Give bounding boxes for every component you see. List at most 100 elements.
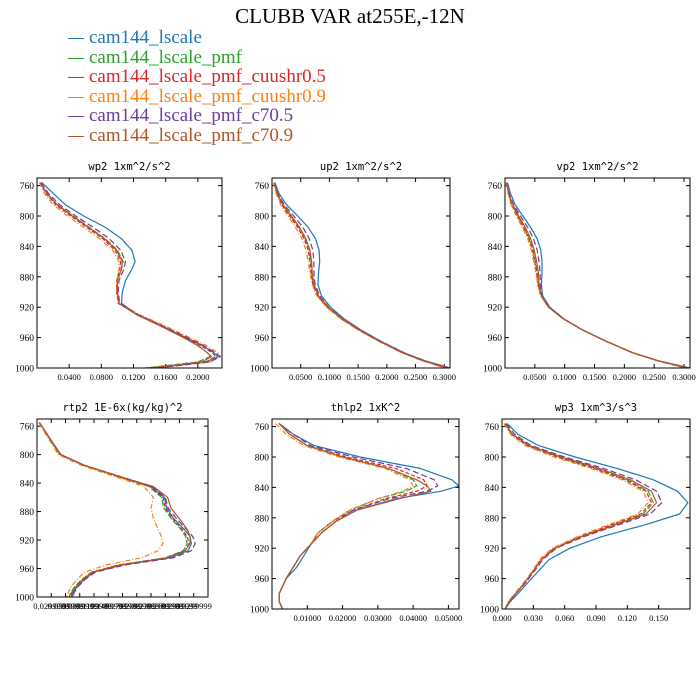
legend-item: cam144_lscale_pmf_cuushr0.9 bbox=[68, 86, 326, 107]
plot-frame bbox=[271, 177, 451, 369]
series-group bbox=[38, 422, 196, 597]
y-tick-label: 800 bbox=[20, 451, 35, 461]
x-tick-label: 0.1799999 bbox=[104, 601, 140, 611]
x-tick-label: 0.2500 bbox=[404, 372, 427, 382]
y-tick-label: 880 bbox=[255, 514, 270, 524]
series-line bbox=[278, 423, 428, 609]
y-tick-label: 1000 bbox=[15, 365, 34, 375]
x-tick-label: 0.090 bbox=[586, 613, 605, 623]
legend-swatch bbox=[68, 57, 84, 59]
panel: wp2 1xm^2/s^2 760 800 840 880 920 960 1000 0.040… bbox=[15, 161, 223, 382]
x-tick-label: 0.02000 bbox=[329, 613, 357, 623]
panel: up2 1xm^2/s^2 760 800 840 880 920 960 1000 0.050… bbox=[250, 161, 456, 382]
series-line bbox=[38, 422, 191, 597]
legend-label: cam144_lscale_pmf_c70.5 bbox=[89, 105, 294, 126]
x-tick-label: 0.2399999 bbox=[133, 601, 169, 611]
series-group bbox=[505, 182, 690, 368]
series-line bbox=[41, 182, 219, 368]
y-tick-label: 960 bbox=[20, 334, 35, 344]
series-line bbox=[40, 182, 221, 368]
x-tick-label: 0.3000 bbox=[433, 372, 456, 382]
y-tick-label: 840 bbox=[488, 243, 503, 253]
series-line bbox=[505, 182, 685, 368]
y-tick-label: 760 bbox=[488, 182, 503, 192]
y-tick-label: 760 bbox=[255, 182, 270, 192]
series-line bbox=[39, 182, 213, 368]
x-tick-label: 0.1500 bbox=[346, 372, 369, 382]
y-tick-label: 800 bbox=[255, 454, 270, 464]
x-tick-label: 0.0899999 bbox=[62, 601, 98, 611]
series-line bbox=[506, 182, 690, 368]
y-tick-label: 960 bbox=[488, 334, 503, 344]
y-tick-label: 760 bbox=[20, 423, 35, 433]
x-tick-label: 0.1199999 bbox=[76, 601, 112, 611]
y-tick-label: 960 bbox=[255, 334, 270, 344]
y-tick-label: 1000 bbox=[15, 594, 34, 604]
y-tick-label: 800 bbox=[488, 213, 503, 223]
x-tick-label: 0.1499999 bbox=[90, 601, 126, 611]
series-line bbox=[38, 422, 190, 597]
x-tick-label: 0.2000 bbox=[613, 372, 636, 382]
x-tick-label: 0.0800 bbox=[90, 372, 113, 382]
x-tick-label: 0.01000 bbox=[293, 613, 321, 623]
y-tick-label: 920 bbox=[255, 304, 270, 314]
x-tick-label: 0.1000 bbox=[553, 372, 576, 382]
series-group bbox=[38, 182, 221, 368]
y-tick-label: 920 bbox=[485, 545, 500, 555]
x-tick-label: 0.2999999 bbox=[161, 601, 197, 611]
y-tick-label: 960 bbox=[485, 575, 500, 585]
x-tick-label: 0.030 bbox=[524, 613, 543, 623]
series-group bbox=[275, 423, 459, 609]
series-line bbox=[274, 182, 450, 368]
legend: cam144_lscale cam144_lscale_pmf cam144_l… bbox=[68, 28, 326, 145]
y-tick-label: 840 bbox=[485, 484, 500, 494]
plot-frame bbox=[271, 418, 460, 610]
panel-title: thlp2 1xK^2 bbox=[331, 402, 401, 414]
y-tick-label: 760 bbox=[485, 423, 500, 433]
legend-label: cam144_lscale_pmf_c70.9 bbox=[89, 124, 294, 146]
legend-item: cam144_lscale_pmf bbox=[68, 46, 326, 68]
panel-title: wp3 1xm^3/s^3 bbox=[555, 402, 637, 414]
figure-title: CLUBB VAR at255E,-12N bbox=[235, 4, 465, 28]
x-tick-label: 0.0599999 bbox=[47, 601, 83, 611]
y-tick-label: 880 bbox=[488, 273, 503, 283]
series-group bbox=[273, 182, 450, 368]
legend-swatch bbox=[68, 135, 84, 137]
x-tick-label: 0.150 bbox=[649, 613, 668, 623]
legend-label: cam144_lscale_pmf_cuushr0.5 bbox=[89, 66, 326, 87]
legend-label: cam144_lscale bbox=[89, 27, 202, 48]
x-tick-label: 0.04000 bbox=[399, 613, 427, 623]
legend-item: cam144_lscale_pmf_c70.5 bbox=[68, 106, 326, 126]
panel-title: up2 1xm^2/s^2 bbox=[320, 161, 402, 173]
y-tick-label: 760 bbox=[20, 182, 35, 192]
panel-title: rtp2 1E-6x(kg/kg)^2 bbox=[62, 402, 182, 414]
y-tick-label: 920 bbox=[255, 545, 270, 555]
y-tick-label: 840 bbox=[20, 480, 35, 490]
series-line bbox=[504, 423, 653, 609]
y-tick-label: 880 bbox=[20, 273, 35, 283]
legend-label: cam144_lscale_pmf bbox=[89, 46, 243, 68]
legend-item: cam144_lscale_pmf_c70.9 bbox=[68, 124, 326, 146]
y-tick-label: 800 bbox=[485, 454, 500, 464]
panel: thlp2 1xK^2 760 800 840 880 920 960 1000 0.01000… bbox=[250, 402, 462, 623]
y-tick-label: 1000 bbox=[250, 365, 269, 375]
series-line bbox=[503, 423, 649, 609]
y-tick-label: 920 bbox=[488, 304, 503, 314]
y-tick-label: 880 bbox=[255, 273, 270, 283]
x-tick-label: 0.1200 bbox=[122, 372, 145, 382]
series-line bbox=[504, 423, 658, 609]
x-tick-label: 0.03000 bbox=[364, 613, 392, 623]
panel-title: wp2 1xm^2/s^2 bbox=[88, 161, 170, 173]
x-tick-label: 0.2000 bbox=[375, 372, 398, 382]
plot-frame bbox=[501, 418, 691, 610]
series-group bbox=[503, 423, 689, 609]
legend-swatch bbox=[68, 38, 84, 40]
plot-frame bbox=[504, 177, 691, 369]
x-tick-label: 0.2500 bbox=[643, 372, 666, 382]
x-tick-label: 0.1600 bbox=[154, 372, 177, 382]
y-tick-label: 960 bbox=[255, 575, 270, 585]
series-line bbox=[273, 182, 448, 368]
legend-swatch bbox=[68, 77, 84, 79]
series-line bbox=[273, 182, 450, 368]
y-tick-label: 1000 bbox=[483, 365, 502, 375]
